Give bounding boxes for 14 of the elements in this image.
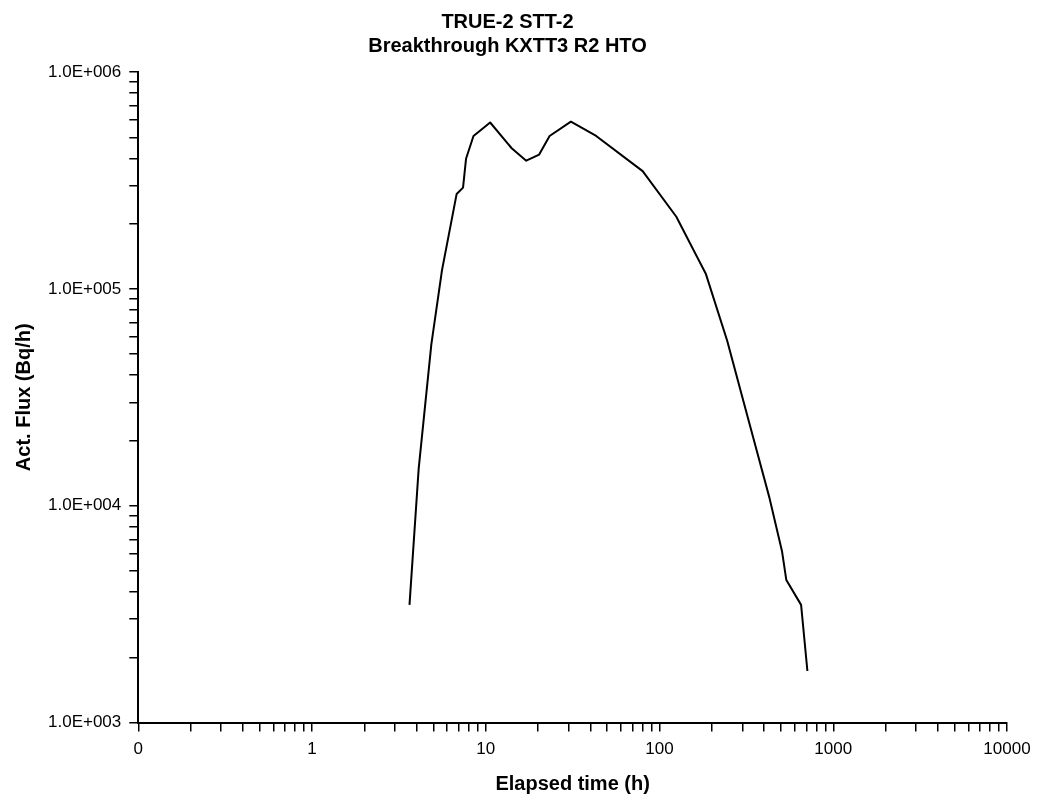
- x-tick-label: 10: [476, 739, 496, 759]
- chart-subtitle: Breakthrough KXTT3 R2 HTO: [368, 33, 647, 56]
- y-tick-label: 1.0E+006: [48, 61, 122, 81]
- y-tick-label: 1.0E+004: [48, 495, 122, 515]
- y-tick-label: 1.0E+005: [48, 278, 122, 298]
- chart-title: TRUE-2 STT-2: [441, 9, 574, 32]
- x-tick-label: 100: [645, 739, 674, 759]
- x-axis-title: Elapsed time (h): [495, 771, 650, 794]
- x-tick-label: 10000: [983, 739, 1031, 759]
- x-tick-label: 1: [307, 739, 317, 759]
- y-axis-title: Act. Flux (Bq/h): [11, 323, 34, 472]
- y-tick-label: 1.0E+003: [48, 712, 122, 732]
- x-tick-label: 1000: [814, 739, 853, 759]
- x-tick-label: 0: [133, 739, 143, 759]
